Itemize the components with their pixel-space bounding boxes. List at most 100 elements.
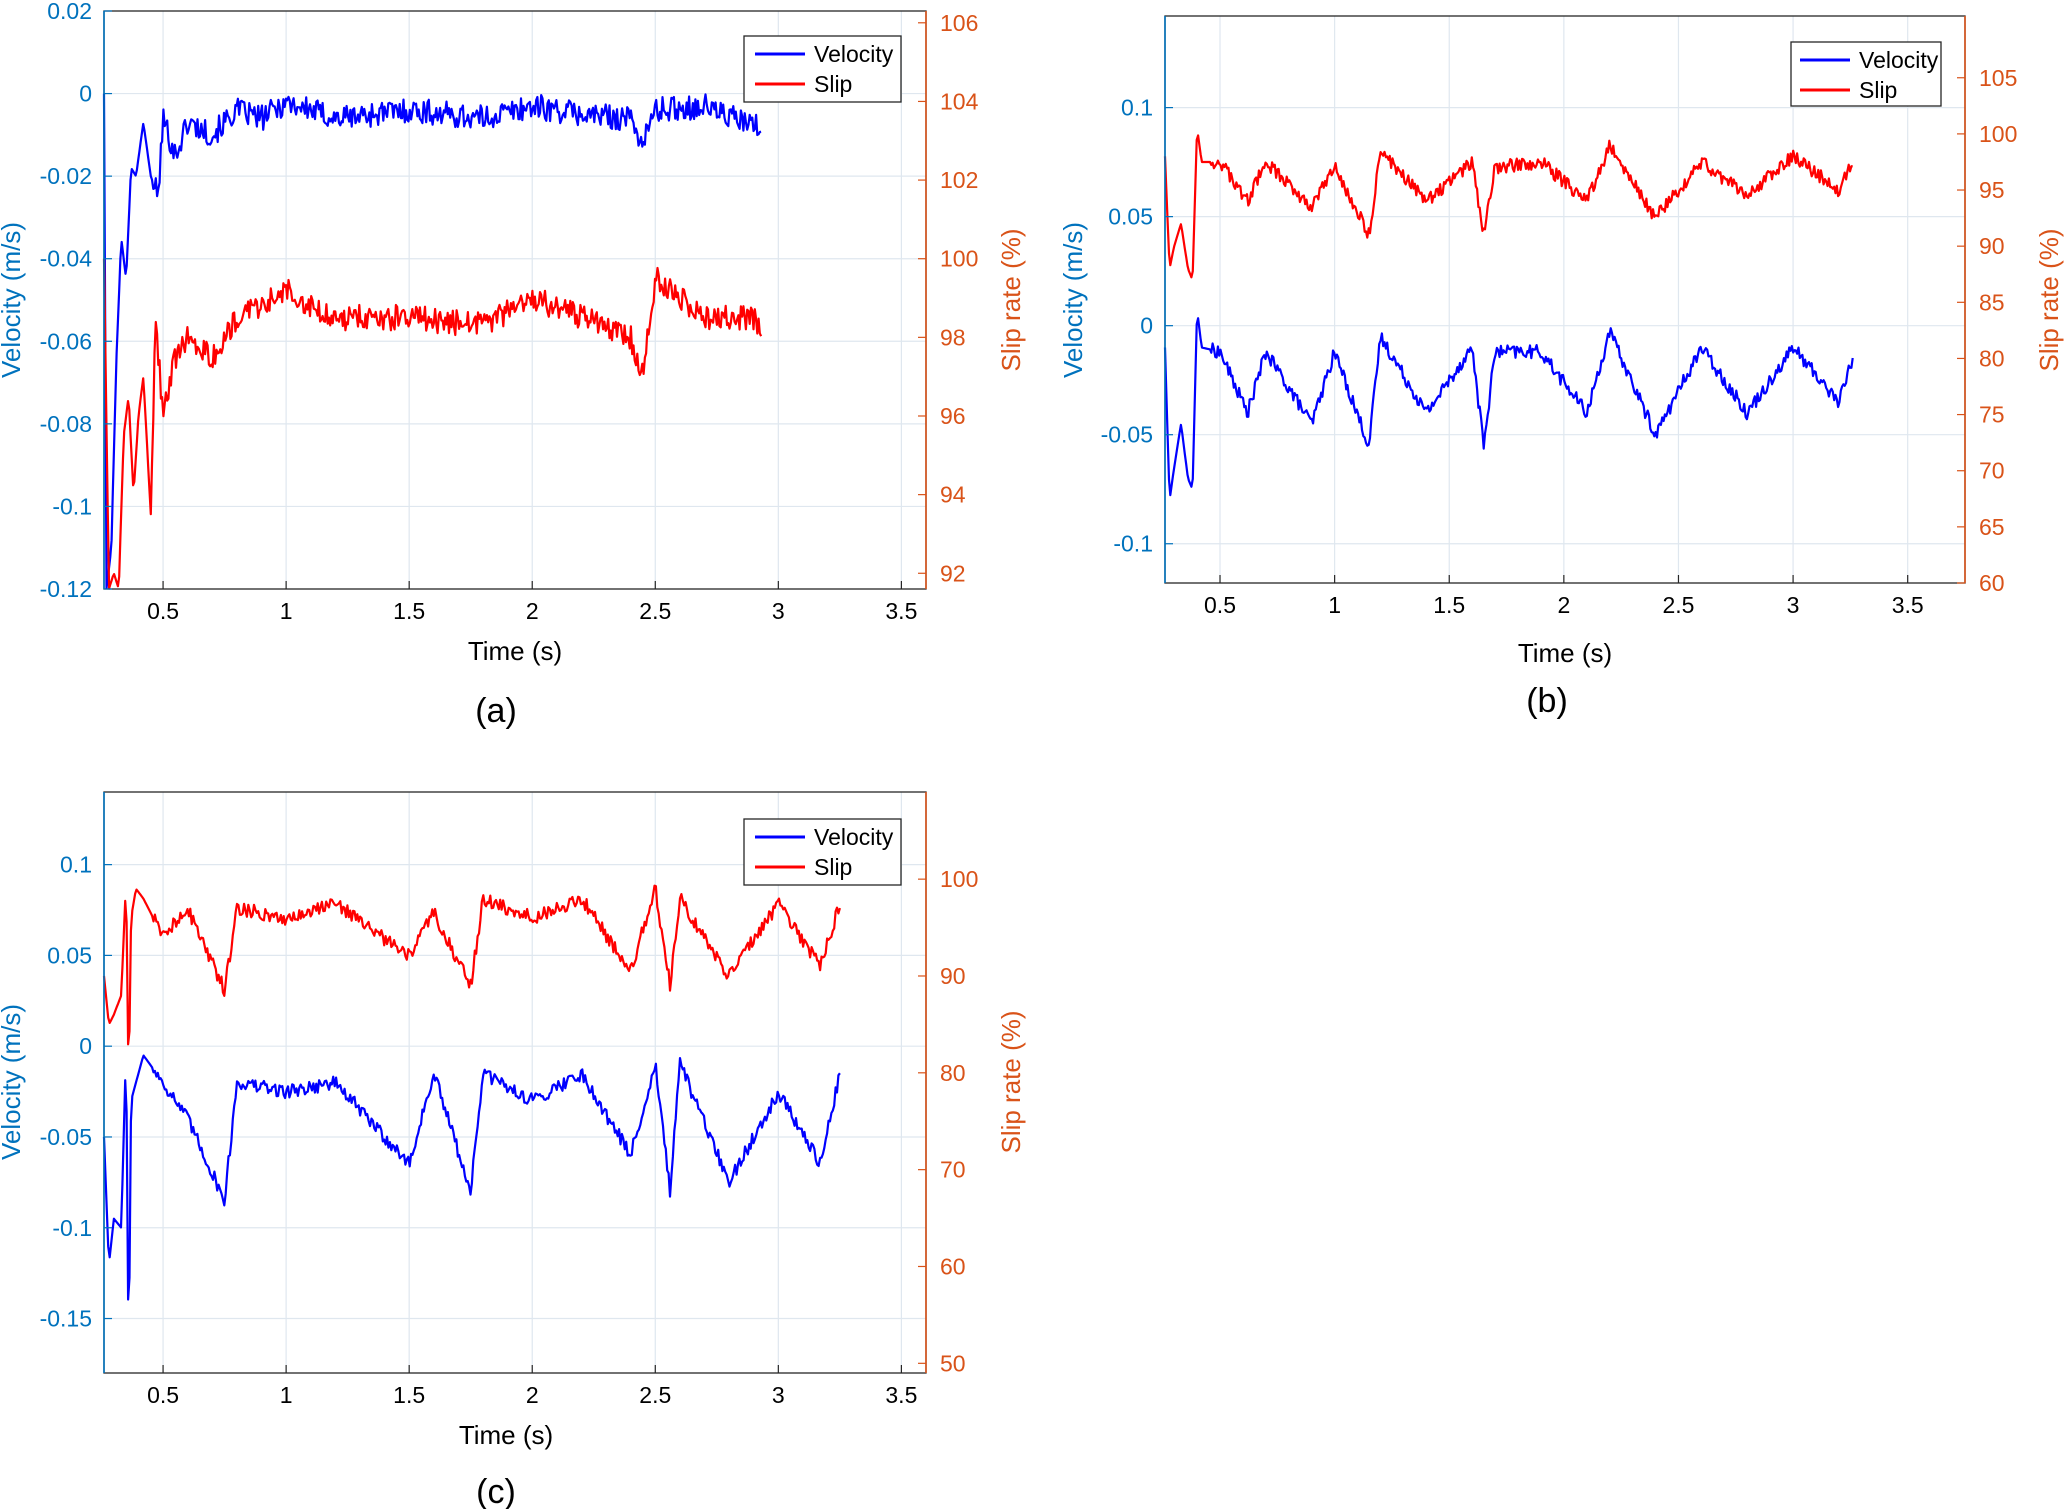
legend-velocity-label-a: Velocity (814, 41, 894, 67)
y-left-tick-label-a: -0.02 (40, 163, 92, 189)
x-tick-label-b: 3.5 (1892, 592, 1924, 618)
y-left-tick-label-c: -0.1 (52, 1215, 92, 1241)
x-tick-label-c: 3 (772, 1382, 785, 1408)
x-tick-label-a: 1.5 (393, 598, 425, 624)
y-right-tick-label-b: 95 (1979, 177, 2005, 203)
y-right-tick-label-a: 96 (940, 403, 966, 429)
x-tick-label-c: 1 (280, 1382, 293, 1408)
caption-c: (c) (476, 1473, 516, 1509)
y-axis-label-right-b: Slip rate (%) (2034, 228, 2064, 371)
series-layer-b (1163, 134, 1854, 497)
grid-b (1165, 16, 1965, 583)
series-line-velocity-c (102, 1054, 841, 1301)
y-axis-label-left-a: Velocity (m/s) (0, 222, 26, 378)
x-tick-label-c: 2.5 (639, 1382, 671, 1408)
legend-box-c (743, 818, 902, 886)
series-line-velocity-a (102, 93, 762, 590)
y-right-tick-label-b: 90 (1979, 233, 2005, 259)
y-left-tick-label-c: 0.05 (47, 942, 92, 968)
x-tick-label-c: 1.5 (393, 1382, 425, 1408)
legend-box-a (743, 35, 902, 103)
y-left-tick-label-b: -0.1 (1113, 531, 1153, 557)
x-tick-label-c: 3.5 (885, 1382, 917, 1408)
y-axis-label-right-a: Slip rate (%) (996, 228, 1026, 371)
panel-b: 0.5 1 1.5 2 2.5 3 3.5 -0.1 -0.05 0 0.05 0.1 60 65 70 75… (1058, 15, 2064, 720)
panel-a: 0.5 1 1.5 2 2.5 3 3.5 -0.12 -0.1 -0.08 -0.06 -0.04 -… (0, 0, 1026, 730)
series-layer-c (102, 884, 841, 1301)
ticks-c: 0.5 1 1.5 2 2.5 3 3.5 -0.15 -0.1 -0.05 0 0.05 0.1 50 6… (40, 792, 978, 1408)
x-tick-label-a: 0.5 (147, 598, 179, 624)
legend-a: Velocity Slip (743, 35, 902, 103)
y-right-tick-label-b: 70 (1979, 458, 2005, 484)
y-right-tick-label-c: 100 (940, 866, 978, 892)
y-left-tick-label-c: 0 (79, 1033, 92, 1059)
y-right-tick-label-c: 50 (940, 1350, 966, 1376)
x-tick-label-b: 2 (1557, 592, 1570, 618)
y-axis-label-right-c: Slip rate (%) (996, 1010, 1026, 1153)
y-right-tick-label-a: 106 (940, 10, 978, 36)
y-left-tick-label-b: -0.05 (1101, 422, 1153, 448)
x-tick-label-a: 3 (772, 598, 785, 624)
x-tick-label-a: 3.5 (885, 598, 917, 624)
caption-b: (b) (1526, 682, 1568, 720)
ticks-a: 0.5 1 1.5 2 2.5 3 3.5 -0.12 -0.1 -0.08 -0.06 -0.04 -… (40, 0, 979, 624)
y-right-tick-label-a: 104 (940, 88, 979, 114)
series-line-slip-c (102, 884, 841, 1046)
y-left-tick-label-a: -0.06 (40, 328, 92, 354)
series-line-velocity-b (1163, 317, 1854, 497)
ticks-b: 0.5 1 1.5 2 2.5 3 3.5 -0.1 -0.05 0 0.05 0.1 60 65 70 75… (1101, 16, 2017, 618)
y-left-tick-label-c: 0.1 (60, 852, 92, 878)
y-right-tick-label-a: 100 (940, 246, 978, 272)
x-tick-label-b: 1.5 (1433, 592, 1465, 618)
y-left-tick-label-a: 0.02 (47, 0, 92, 24)
x-axis-label-c: Time (s) (459, 1420, 553, 1450)
y-left-tick-label-a: -0.12 (40, 576, 92, 602)
y-right-tick-label-a: 94 (940, 482, 966, 508)
x-axis-label-b: Time (s) (1518, 638, 1612, 668)
x-tick-label-b: 0.5 (1204, 592, 1236, 618)
x-tick-label-a: 2 (526, 598, 539, 624)
x-tick-label-c: 2 (526, 1382, 539, 1408)
y-right-tick-label-a: 98 (940, 324, 966, 350)
y-right-tick-label-b: 85 (1979, 289, 2005, 315)
y-right-tick-label-a: 102 (940, 167, 978, 193)
y-axis-label-left-c: Velocity (m/s) (0, 1004, 26, 1160)
legend-slip-label-a: Slip (814, 71, 852, 97)
y-right-tick-label-c: 60 (940, 1253, 966, 1279)
y-left-tick-label-a: -0.04 (40, 246, 93, 272)
y-right-tick-label-a: 92 (940, 560, 966, 586)
x-tick-label-c: 0.5 (147, 1382, 179, 1408)
y-left-tick-label-a: -0.08 (40, 411, 92, 437)
x-tick-label-b: 1 (1328, 592, 1341, 618)
series-line-slip-a (102, 258, 763, 590)
y-right-tick-label-b: 100 (1979, 121, 2017, 147)
x-tick-label-b: 3 (1787, 592, 1800, 618)
legend-slip-label-b: Slip (1859, 77, 1897, 103)
y-left-tick-label-b: 0.1 (1121, 95, 1153, 121)
x-axis-label-a: Time (s) (468, 636, 562, 666)
y-right-tick-label-b: 80 (1979, 345, 2005, 371)
legend-slip-label-c: Slip (814, 854, 852, 880)
y-left-tick-label-c: -0.05 (40, 1124, 92, 1150)
x-tick-label-b: 2.5 (1662, 592, 1694, 618)
series-layer-a (102, 93, 763, 590)
y-right-tick-label-b: 75 (1979, 402, 2005, 428)
legend-b: Velocity Slip (1790, 41, 1942, 107)
series-line-slip-b (1163, 134, 1853, 279)
legend-box-b (1790, 41, 1942, 107)
y-right-tick-label-c: 90 (940, 963, 966, 989)
y-right-tick-label-b: 60 (1979, 570, 2005, 596)
x-tick-label-a: 1 (280, 598, 293, 624)
y-left-tick-label-a: -0.1 (52, 493, 92, 519)
y-left-tick-label-c: -0.15 (40, 1306, 92, 1332)
x-tick-label-a: 2.5 (639, 598, 671, 624)
y-right-tick-label-c: 80 (940, 1060, 966, 1086)
y-left-tick-label-b: 0.05 (1108, 204, 1153, 230)
legend-velocity-label-b: Velocity (1859, 47, 1939, 73)
y-right-tick-label-b: 65 (1979, 514, 2005, 540)
y-axis-label-left-b: Velocity (m/s) (1058, 222, 1088, 378)
y-left-tick-label-b: 0 (1140, 313, 1153, 339)
legend-c: Velocity Slip (743, 818, 902, 886)
y-left-tick-label-a: 0 (79, 81, 92, 107)
